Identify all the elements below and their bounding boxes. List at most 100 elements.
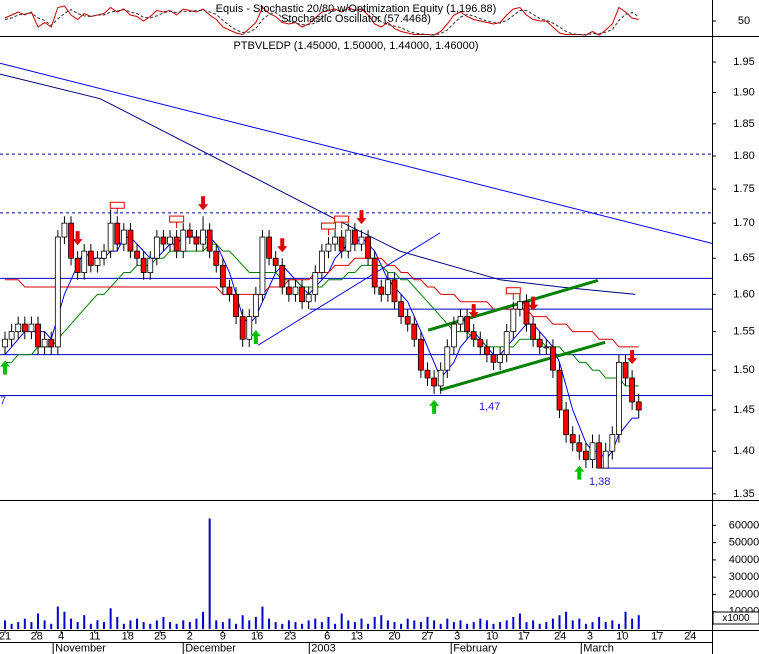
x-tick-label: 17: [518, 630, 530, 642]
volume-bar: [446, 618, 449, 629]
candle-body: [536, 338, 543, 348]
buy-arrow: [574, 465, 585, 480]
candle-body: [213, 250, 220, 266]
x-tick-label: 11: [89, 630, 100, 642]
volume-bar: [367, 623, 370, 629]
volume-bar: [155, 620, 158, 629]
candle-body: [101, 250, 107, 259]
volume-bar: [320, 622, 323, 629]
candle-body: [351, 229, 358, 245]
candle-body: [233, 293, 239, 317]
volume-bar: [103, 622, 106, 629]
candle-body: [635, 401, 642, 411]
volume-bar: [195, 618, 198, 629]
candle-body: [87, 250, 94, 266]
candle-body: [450, 323, 457, 348]
candle-body: [173, 236, 180, 252]
candle-body: [312, 272, 319, 295]
candle-body: [556, 369, 563, 411]
candle-body: [444, 346, 451, 371]
y-tick-label: 1.85: [733, 118, 754, 130]
volume-bar: [591, 622, 594, 629]
candle-body: [523, 301, 530, 325]
volume-bar: [400, 623, 403, 629]
candle-body: [497, 354, 504, 363]
candle-body: [266, 236, 272, 259]
candle-body: [378, 286, 385, 295]
x-tick-label: 2: [187, 630, 193, 642]
volume-bar: [433, 620, 436, 629]
volume-bar: [37, 613, 40, 629]
candle-body: [299, 286, 305, 303]
volume-bar: [116, 616, 119, 629]
volume-bar: [459, 620, 462, 629]
sell-arrow: [528, 296, 539, 311]
volume-bar: [122, 623, 125, 629]
volume-bar: [604, 622, 607, 629]
x-tick-label: 3: [587, 630, 593, 642]
x-tick-label: 18: [122, 630, 134, 642]
candle-body: [68, 222, 74, 259]
volume-bar: [254, 616, 257, 629]
volume-bar: [406, 618, 409, 629]
candle-body: [589, 442, 596, 461]
volume-bar: [281, 623, 284, 629]
candle-body: [345, 229, 352, 252]
candle-body: [602, 450, 609, 469]
candle-body: [384, 279, 391, 295]
volume-bar: [624, 611, 627, 629]
volume-bar: [512, 616, 515, 629]
x-tick-label: 21: [0, 630, 11, 642]
candle-body: [596, 442, 603, 469]
x-tick-label: 13: [351, 630, 363, 642]
candle-body: [48, 338, 55, 348]
candle-body: [239, 316, 246, 340]
volume-bar: [76, 622, 79, 629]
candle-body: [318, 250, 325, 273]
x-tick-label: 16: [251, 630, 263, 642]
y-tick-label: 1.40: [733, 445, 754, 457]
x-tick-label: 24: [554, 630, 566, 642]
candle-body: [563, 409, 570, 435]
volume-bar: [70, 618, 73, 629]
candle-body: [464, 316, 470, 333]
candle-body: [437, 369, 444, 387]
exit-box: [320, 222, 336, 230]
candle-body: [292, 286, 299, 295]
candle-body: [279, 264, 286, 288]
candle-body: [81, 250, 88, 273]
candle-body: [622, 361, 629, 379]
volume-panel: [4, 518, 640, 629]
volume-bar: [169, 622, 172, 629]
series-line: [4, 8, 639, 36]
y-tick-label: 1.95: [733, 56, 754, 68]
volume-bar: [380, 615, 383, 629]
trend-line: [257, 232, 441, 346]
candle-body: [54, 236, 61, 348]
candle-body: [470, 331, 477, 340]
sell-arrow: [72, 231, 83, 246]
candle-body: [2, 338, 8, 348]
candle-body: [576, 442, 583, 452]
volume-bar: [386, 620, 389, 629]
volume-bar: [584, 623, 587, 629]
volume-bar: [96, 620, 99, 629]
volume-bar: [631, 618, 634, 629]
candle-body: [8, 331, 15, 340]
volume-bar: [215, 620, 218, 629]
candle-body: [457, 316, 464, 325]
candle-body: [510, 308, 517, 333]
candle-body: [371, 257, 378, 288]
x-tick-label: 27: [421, 630, 433, 642]
volume-bar: [268, 618, 271, 629]
candle-body: [114, 222, 121, 245]
month-label: March: [583, 642, 614, 654]
volume-bar: [50, 623, 53, 629]
candle-body: [180, 229, 187, 252]
candle-body: [160, 236, 167, 245]
price-panel: [0, 62, 712, 480]
stochastic-subtitle: Stochastic Oscillator (57.4468): [281, 13, 431, 25]
